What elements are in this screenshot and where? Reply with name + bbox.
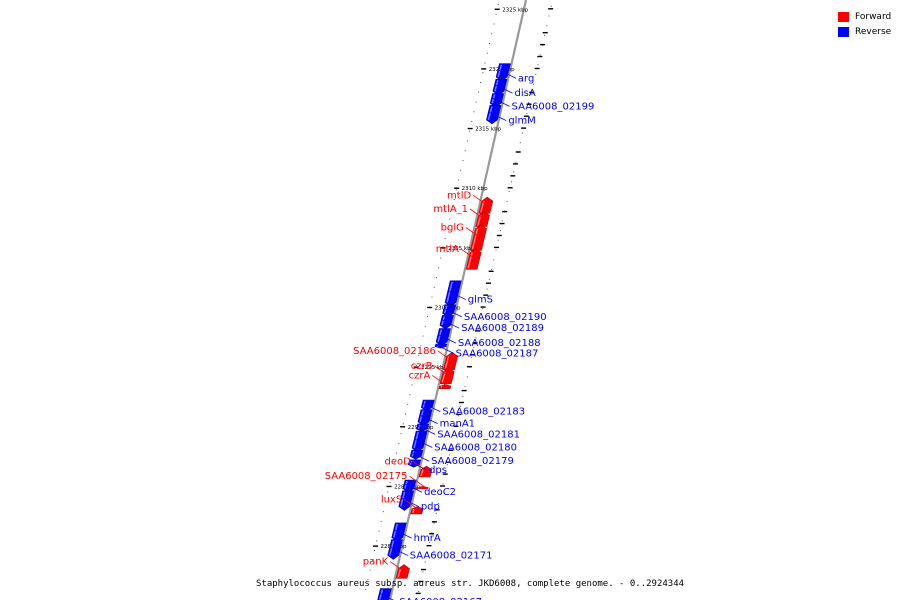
gene-highlight (467, 252, 473, 269)
gene-arrow[interactable] (434, 343, 448, 349)
gene-leader (414, 438, 433, 448)
gene-label[interactable]: SAA6008_02175 (325, 471, 408, 482)
gene-label[interactable]: SAA6008_02187 (456, 348, 539, 359)
gene-leader (389, 561, 409, 575)
gene-leader (379, 592, 394, 600)
gene-label[interactable]: SAA6008_02188 (458, 338, 541, 349)
gene-highlight (411, 508, 415, 514)
gene-label[interactable]: panK (363, 557, 389, 568)
gene-leader (488, 111, 507, 121)
gene-label[interactable]: mtlD (447, 190, 471, 201)
gene-leader (460, 248, 480, 262)
gene-leader (403, 483, 423, 493)
gene-leader (441, 319, 460, 329)
gene-czrB[interactable] (439, 367, 455, 385)
genome-caption: Staphylococcus aureus subsp. aureus str.… (256, 579, 685, 589)
gene-leader (422, 402, 441, 413)
gene-label[interactable]: czrB (411, 361, 433, 372)
gene-label[interactable]: czrA (409, 370, 431, 381)
gene-label[interactable]: SAA6008_02189 (461, 323, 544, 334)
gene-label[interactable]: SAA6008_02199 (512, 101, 595, 112)
gene-label[interactable]: dps (429, 465, 447, 476)
gene-label[interactable]: SAA6008_02183 (442, 407, 525, 418)
gene-highlight (440, 385, 443, 388)
gene-leader (419, 414, 438, 424)
gene-mtlA[interactable] (465, 248, 482, 270)
gene-leader (491, 97, 510, 107)
genome-backbone-layer (364, 0, 552, 600)
gene-label[interactable]: arg (518, 73, 534, 84)
gene-highlight (480, 200, 485, 213)
gene-label[interactable]: glmS (468, 295, 493, 306)
gene-leader (409, 475, 428, 490)
gene-czrA[interactable] (438, 384, 452, 389)
gene-label[interactable]: SAA6008_02190 (464, 312, 547, 323)
gene-leader (435, 344, 454, 354)
gene-leader (437, 350, 457, 364)
gene-leader (437, 334, 457, 344)
gene-highlight (471, 228, 479, 250)
tick-label: 2310 kbp (462, 186, 488, 192)
strand-legend: Forward Reverse (838, 9, 891, 39)
gene-leader (417, 425, 436, 435)
legend-reverse-label: Reverse (855, 26, 892, 37)
gene-label[interactable]: SAA6008_02181 (437, 429, 520, 440)
gene-highlight (397, 568, 402, 578)
gene-luxS[interactable] (410, 506, 424, 515)
gene-arrow[interactable] (465, 248, 482, 270)
gene-label[interactable]: mtlA_1 (433, 204, 468, 215)
gene-labels-layer: arg disA SAA6008_02199 glmM mtlD mtlA_1 bglG mt… (325, 69, 595, 600)
gene-deoD[interactable] (418, 465, 433, 478)
gene-label[interactable]: glmM (508, 116, 536, 127)
gene-label[interactable]: SAA6008_02167 (399, 597, 482, 600)
gene-label[interactable]: SAA6008_02180 (434, 442, 517, 453)
gene-highlight (441, 371, 446, 384)
gene-arrow[interactable] (418, 465, 433, 478)
gene-leader (389, 546, 408, 556)
tick-label: 2295 kbp (421, 365, 447, 371)
gene-arrow[interactable] (438, 384, 452, 389)
tick-label: 2325 kbp (502, 7, 528, 13)
forward-swatch (838, 11, 849, 22)
gene-leader (494, 84, 513, 94)
gene-label[interactable]: disA (515, 88, 536, 99)
legend-reverse: Reverse (838, 24, 891, 39)
genome-axis-line (388, 0, 528, 600)
gene-leader (469, 208, 489, 222)
gene-label[interactable]: hmrA (414, 533, 441, 544)
gene-label[interactable]: mtlA (436, 244, 459, 255)
gene-label[interactable]: SAA6008_02186 (353, 346, 436, 357)
gene-leader (434, 365, 453, 379)
tick-label: 2315 kbp (475, 127, 501, 133)
gene-label[interactable]: deoC2 (424, 487, 456, 498)
gene-label[interactable]: manA1 (440, 419, 475, 430)
gene-highlight (420, 469, 424, 477)
gene-leader (472, 194, 492, 209)
gene-leader (412, 460, 432, 475)
reverse-swatch (838, 26, 849, 37)
gene-leader (443, 307, 463, 318)
gene-leader (497, 69, 517, 79)
gene-leader (393, 529, 412, 539)
gene-leader (465, 227, 485, 241)
gene-arrow[interactable] (439, 367, 455, 385)
legend-forward: Forward (838, 9, 891, 24)
gene-label[interactable]: luxS (381, 494, 402, 505)
legend-forward-label: Forward (855, 11, 892, 22)
gene-highlight (477, 215, 482, 226)
gene-leader (447, 290, 466, 300)
gene-label[interactable]: pdp (421, 502, 440, 513)
gene-leader (400, 497, 420, 507)
gene-leader (410, 452, 430, 462)
gene-arrow[interactable] (410, 506, 424, 515)
gene-label[interactable]: bglG (441, 222, 464, 233)
gene-label[interactable]: SAA6008_02179 (431, 456, 514, 467)
gene-label[interactable]: SAA6008_02171 (410, 550, 493, 561)
gene-label[interactable]: deoD (385, 456, 412, 467)
gene-leader (432, 375, 451, 389)
gene-leader (403, 499, 423, 513)
